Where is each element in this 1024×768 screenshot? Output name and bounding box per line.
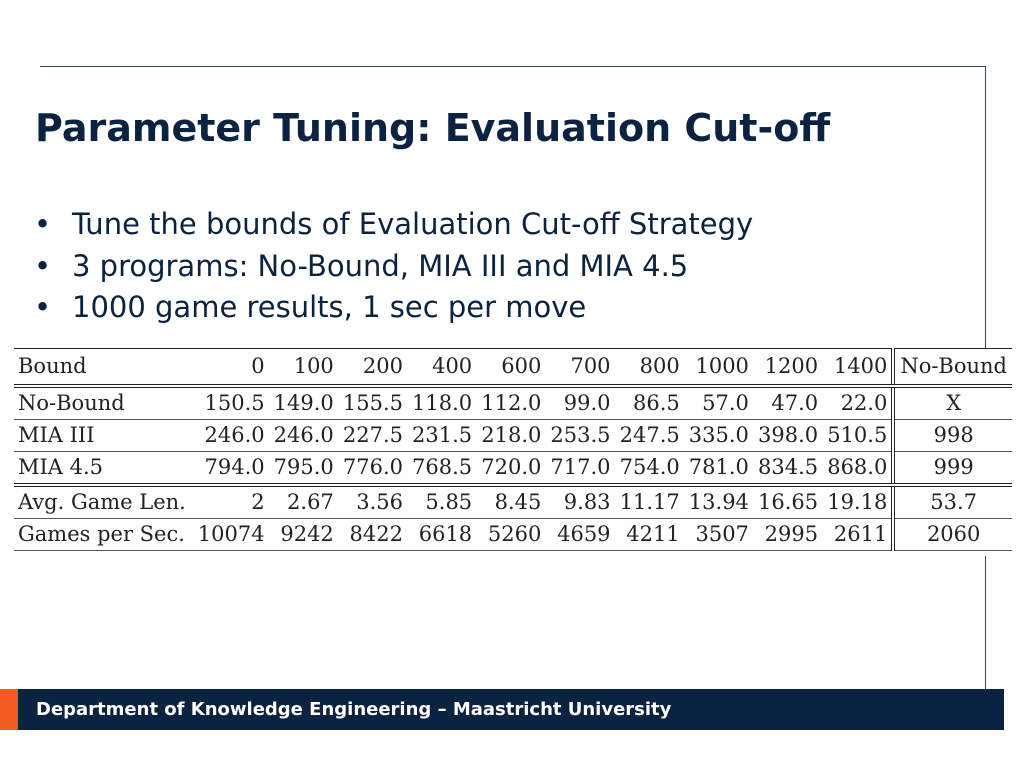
header-cell: 1200 bbox=[752, 348, 823, 388]
table-cell: 4211 bbox=[614, 518, 684, 551]
table-cell: 247.5 bbox=[614, 419, 684, 452]
slide-title: Parameter Tuning: Evaluation Cut-off bbox=[35, 106, 831, 150]
table-cell: 868.0 bbox=[822, 451, 894, 487]
table-cell: 16.65 bbox=[752, 485, 823, 519]
table-cell: 794.0 bbox=[192, 451, 269, 487]
table-cell: 5260 bbox=[476, 518, 546, 551]
header-cell: 800 bbox=[614, 348, 684, 388]
table-cell: 9.83 bbox=[545, 485, 615, 519]
table-cell: 999 bbox=[891, 451, 1012, 487]
frame-top-line bbox=[40, 66, 986, 67]
row-label: Games per Sec. bbox=[14, 518, 193, 551]
table-cell: 510.5 bbox=[822, 419, 894, 452]
table-cell: 2060 bbox=[891, 518, 1012, 551]
footer-accent bbox=[0, 689, 18, 730]
table-cell: 3.56 bbox=[337, 485, 407, 519]
table-cell: 2611 bbox=[822, 518, 894, 551]
header-cell: 0 bbox=[192, 348, 269, 388]
table-cell: 2 bbox=[192, 485, 269, 519]
table-cell: 112.0 bbox=[476, 386, 546, 420]
row-label: Avg. Game Len. bbox=[14, 485, 193, 519]
table-cell: 10074 bbox=[192, 518, 269, 551]
header-cell: 400 bbox=[406, 348, 477, 388]
table-cell: 47.0 bbox=[752, 386, 823, 420]
table-cell: 246.0 bbox=[268, 419, 338, 452]
table-row: MIA III 246.0 246.0 227.5 231.5 218.0 25… bbox=[14, 419, 1012, 452]
table-cell: 398.0 bbox=[752, 419, 823, 452]
table-cell: 335.0 bbox=[683, 419, 753, 452]
header-cell: 600 bbox=[476, 348, 546, 388]
table-cell: 246.0 bbox=[192, 419, 269, 452]
table-cell: 149.0 bbox=[268, 386, 338, 420]
row-label: MIA 4.5 bbox=[14, 451, 193, 487]
bullet-list: • Tune the bounds of Evaluation Cut-off S… bbox=[34, 204, 753, 329]
table-cell: 231.5 bbox=[406, 419, 477, 452]
table-cell: 118.0 bbox=[406, 386, 477, 420]
header-cell: 1000 bbox=[683, 348, 753, 388]
table-cell: 781.0 bbox=[683, 451, 753, 487]
table-cell: X bbox=[891, 386, 1012, 420]
bullet-dot-icon: • bbox=[34, 207, 52, 241]
table-cell: 4659 bbox=[545, 518, 615, 551]
table-cell: 57.0 bbox=[683, 386, 753, 420]
table-cell: 8.45 bbox=[476, 485, 546, 519]
table-cell: 720.0 bbox=[476, 451, 546, 487]
table-cell: 717.0 bbox=[545, 451, 615, 487]
row-label: No-Bound bbox=[14, 386, 193, 420]
table-row: No-Bound 150.5 149.0 155.5 118.0 112.0 9… bbox=[14, 386, 1012, 420]
table-cell: 227.5 bbox=[337, 419, 407, 452]
table-cell: 998 bbox=[891, 419, 1012, 452]
results-table: Bound 0 100 200 400 600 700 800 1000 120… bbox=[14, 348, 1012, 551]
bullet-text: 3 programs: No-Bound, MIA III and MIA 4.… bbox=[72, 248, 689, 283]
table-cell: 6618 bbox=[406, 518, 477, 551]
header-cell: 200 bbox=[337, 348, 407, 388]
table-cell: 253.5 bbox=[545, 419, 615, 452]
header-cell: 700 bbox=[545, 348, 615, 388]
table-cell: 53.7 bbox=[891, 485, 1012, 519]
header-cell: 1400 bbox=[822, 348, 894, 388]
table-row: Avg. Game Len. 2 2.67 3.56 5.85 8.45 9.8… bbox=[14, 485, 1012, 519]
table-cell: 776.0 bbox=[337, 451, 407, 487]
table-cell: 834.5 bbox=[752, 451, 823, 487]
header-cell: No-Bound bbox=[891, 348, 1012, 388]
table-cell: 2995 bbox=[752, 518, 823, 551]
bullet-item: • 1000 game results, 1 sec per move bbox=[34, 287, 753, 329]
footer-text: Department of Knowledge Engineering – Ma… bbox=[36, 699, 672, 720]
header-cell: 100 bbox=[268, 348, 338, 388]
bullet-text: Tune the bounds of Evaluation Cut-off St… bbox=[72, 207, 754, 241]
table-row: MIA 4.5 794.0 795.0 776.0 768.5 720.0 71… bbox=[14, 451, 1012, 487]
header-cell: Bound bbox=[14, 348, 193, 388]
table-cell: 150.5 bbox=[192, 386, 269, 420]
table-cell: 99.0 bbox=[545, 386, 615, 420]
table-row: Games per Sec. 10074 9242 8422 6618 5260… bbox=[14, 518, 1012, 551]
results-table-container: Bound 0 100 200 400 600 700 800 1000 120… bbox=[14, 348, 1012, 556]
table-cell: 218.0 bbox=[476, 419, 546, 452]
table-cell: 8422 bbox=[337, 518, 407, 551]
table-cell: 22.0 bbox=[822, 386, 894, 420]
table-cell: 768.5 bbox=[406, 451, 477, 487]
table-cell: 5.85 bbox=[406, 485, 477, 519]
bullet-dot-icon: • bbox=[34, 248, 52, 283]
table-cell: 754.0 bbox=[614, 451, 684, 487]
footer-bar: Department of Knowledge Engineering – Ma… bbox=[0, 689, 1004, 730]
table-cell: 13.94 bbox=[683, 485, 753, 519]
table-cell: 11.17 bbox=[614, 485, 684, 519]
table-header-row: Bound 0 100 200 400 600 700 800 1000 120… bbox=[14, 348, 1012, 388]
table-cell: 2.67 bbox=[268, 485, 338, 519]
bullet-dot-icon: • bbox=[34, 290, 52, 324]
bullet-text: 1000 game results, 1 sec per move bbox=[72, 290, 587, 324]
bullet-item: • Tune the bounds of Evaluation Cut-off S… bbox=[34, 204, 753, 246]
table-cell: 9242 bbox=[268, 518, 338, 551]
bullet-item: • 3 programs: No-Bound, MIA III and MIA 4… bbox=[34, 246, 753, 288]
table-cell: 3507 bbox=[683, 518, 753, 551]
table-cell: 86.5 bbox=[614, 386, 684, 420]
table-cell: 795.0 bbox=[268, 451, 338, 487]
row-label: MIA III bbox=[14, 419, 193, 452]
table-cell: 155.5 bbox=[337, 386, 407, 420]
table-cell: 19.18 bbox=[822, 485, 894, 519]
